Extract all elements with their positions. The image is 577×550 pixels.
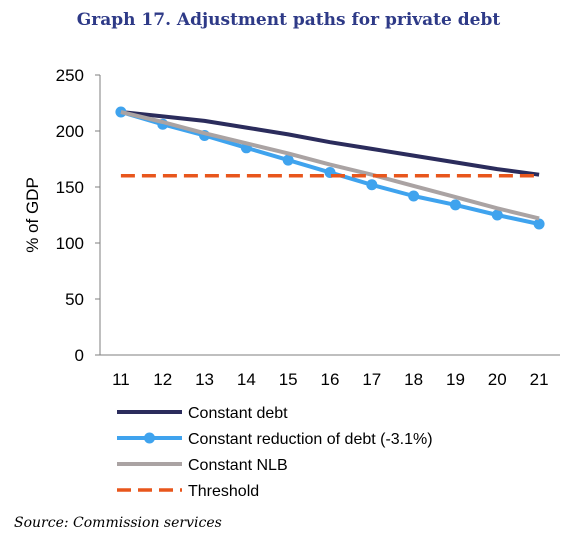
y-tick-label: 100	[56, 234, 84, 253]
legend-marker-2	[144, 432, 155, 444]
y-tick-label: 250	[56, 66, 84, 85]
legend-label-1: Constant debt	[188, 405, 288, 422]
series-2-point	[533, 218, 545, 230]
series-2-point	[408, 190, 420, 202]
legend-label-4: Threshold	[188, 483, 259, 500]
chart-legend: Constant debt Constant reduction of debt …	[117, 405, 433, 500]
y-tick-label: 150	[56, 178, 84, 197]
y-tick-label: 50	[65, 290, 84, 309]
series-2-point	[491, 209, 503, 221]
legend-label-2: Constant reduction of debt (-3.1%)	[188, 431, 433, 448]
x-tick-label: 17	[362, 370, 381, 389]
x-tick-label: 21	[530, 370, 549, 389]
chart-series	[115, 106, 545, 230]
x-tick-label: 11	[112, 370, 130, 389]
x-tick-label: 18	[404, 370, 423, 389]
y-tick-label: 200	[56, 122, 84, 141]
y-tick-label: 0	[75, 346, 84, 365]
series-2-point	[282, 154, 294, 166]
x-tick-label: 16	[321, 370, 340, 389]
chart-title: Graph 17. Adjustment paths for private d…	[76, 10, 501, 30]
series-2-point	[449, 199, 461, 211]
x-tick-label: 20	[488, 370, 507, 389]
x-tick-label: 19	[446, 370, 465, 389]
x-tick-label: 13	[195, 370, 214, 389]
y-axis-label: % of GDP	[23, 177, 42, 253]
legend-label-3: Constant NLB	[188, 457, 288, 474]
x-tick-label: 12	[153, 370, 172, 389]
source-note: Source: Commission services	[14, 515, 222, 531]
x-tick-label: 15	[279, 370, 298, 389]
series-line-3	[120, 110, 540, 221]
series-line-1	[120, 110, 540, 177]
chart-axes: 0 50 100 150 200 250 11 12 13 14 15 16 17 18 19 20 21 % o…	[23, 66, 560, 389]
x-tick-label: 14	[237, 370, 256, 389]
series-2-point	[366, 179, 378, 191]
